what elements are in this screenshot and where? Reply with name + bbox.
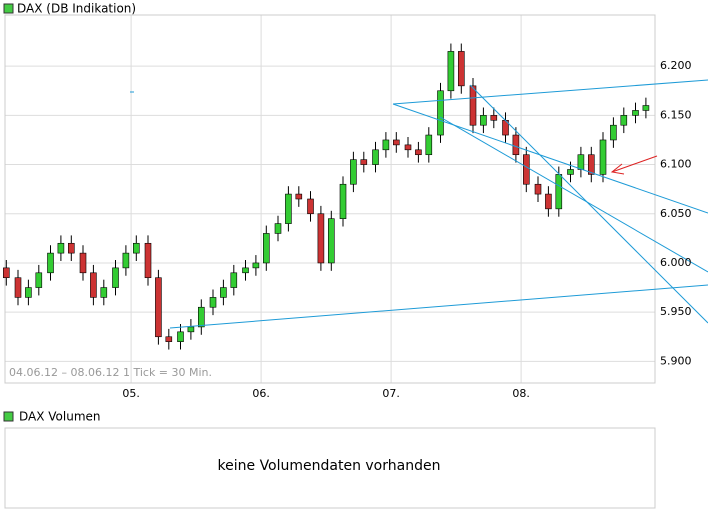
trend-line bbox=[392, 103, 708, 214]
volume-frame bbox=[4, 427, 656, 509]
candle-body bbox=[457, 51, 465, 87]
plot-frame bbox=[4, 14, 656, 384]
candle-body bbox=[404, 144, 412, 151]
arrow-head bbox=[610, 163, 625, 175]
y-tick-label: 6.200 bbox=[660, 59, 692, 72]
candle-body bbox=[599, 139, 607, 175]
candle-body bbox=[100, 287, 108, 298]
candle-body bbox=[577, 154, 585, 170]
candle-body bbox=[165, 336, 173, 342]
x-tick-label: 07. bbox=[382, 387, 400, 400]
legend-swatch bbox=[3, 411, 14, 422]
candle-body bbox=[252, 262, 260, 269]
candle-body bbox=[90, 272, 97, 298]
candle-body bbox=[47, 252, 54, 274]
candle-body bbox=[490, 115, 498, 121]
candle-body bbox=[327, 218, 335, 264]
candle-body bbox=[642, 105, 650, 111]
annotation: 04.06.12 – 08.06.12 1 Tick = 30 Min. bbox=[9, 366, 212, 379]
candle-body bbox=[339, 183, 347, 219]
candle-body bbox=[230, 272, 238, 288]
candle-body bbox=[262, 233, 270, 264]
candle-body bbox=[2, 267, 10, 279]
trend-line bbox=[169, 284, 708, 329]
candle-body bbox=[285, 193, 292, 224]
candle-body bbox=[198, 306, 205, 328]
candle-body bbox=[555, 174, 563, 210]
message: keine Volumendaten vorhanden bbox=[218, 458, 441, 474]
candle-body bbox=[350, 159, 357, 185]
y-tick-label: 5.950 bbox=[660, 305, 692, 318]
candle-body bbox=[274, 223, 282, 234]
candle-body bbox=[522, 154, 530, 185]
candle-body bbox=[79, 252, 87, 274]
candle-body bbox=[25, 287, 32, 298]
candle-body bbox=[209, 297, 217, 308]
candle-body bbox=[14, 277, 22, 298]
candle-body bbox=[242, 267, 249, 274]
candle-body bbox=[187, 326, 195, 333]
y-tick-label: 6.050 bbox=[660, 207, 692, 220]
legend-swatch bbox=[3, 3, 14, 14]
candle-body bbox=[437, 90, 444, 136]
x-tick-label: 08. bbox=[512, 387, 530, 400]
candle-body bbox=[35, 272, 43, 288]
candle-body bbox=[177, 331, 184, 342]
candle-body bbox=[307, 198, 314, 215]
y-tick-label: 6.100 bbox=[660, 158, 692, 171]
candle-body bbox=[392, 139, 400, 146]
x-tick-label: 05. bbox=[122, 387, 140, 400]
candle-body bbox=[68, 242, 75, 254]
candle-body bbox=[317, 213, 325, 264]
candle-body bbox=[620, 115, 628, 126]
candle-body bbox=[57, 242, 65, 254]
candle-body bbox=[587, 154, 595, 175]
candle-body bbox=[425, 134, 433, 156]
candle-body bbox=[469, 85, 477, 126]
candle-body bbox=[534, 183, 542, 195]
candle-body bbox=[512, 134, 520, 156]
candle-body bbox=[372, 149, 379, 165]
candle-body bbox=[545, 193, 552, 210]
trend-line bbox=[469, 84, 708, 324]
y-tick-label: 5.900 bbox=[660, 354, 692, 367]
panel-title: DAX Volumen bbox=[19, 410, 101, 424]
y-tick-label: 6.000 bbox=[660, 256, 692, 269]
candle-body bbox=[112, 267, 119, 288]
trend-line bbox=[392, 79, 708, 105]
arrow-line bbox=[611, 155, 658, 173]
trend-lines bbox=[130, 79, 708, 329]
candle-body bbox=[610, 124, 617, 141]
candle-body bbox=[220, 287, 227, 298]
candle-body bbox=[382, 139, 390, 151]
candle-body bbox=[632, 110, 639, 116]
candle-body bbox=[360, 159, 368, 165]
candle-body bbox=[133, 242, 140, 254]
trend-line bbox=[439, 116, 708, 273]
candle-body bbox=[415, 149, 422, 156]
arrow bbox=[610, 155, 658, 175]
candle-body bbox=[155, 277, 162, 338]
candle-body bbox=[144, 242, 152, 279]
y-tick-label: 6.150 bbox=[660, 108, 692, 121]
candle-body bbox=[295, 193, 303, 200]
candle-body bbox=[567, 169, 574, 175]
candle-body bbox=[122, 252, 130, 269]
candle-body bbox=[447, 51, 455, 92]
x-tick-label: 06. bbox=[252, 387, 270, 400]
chart-title: DAX (DB Indikation) bbox=[17, 2, 136, 16]
candle-body bbox=[480, 115, 487, 126]
